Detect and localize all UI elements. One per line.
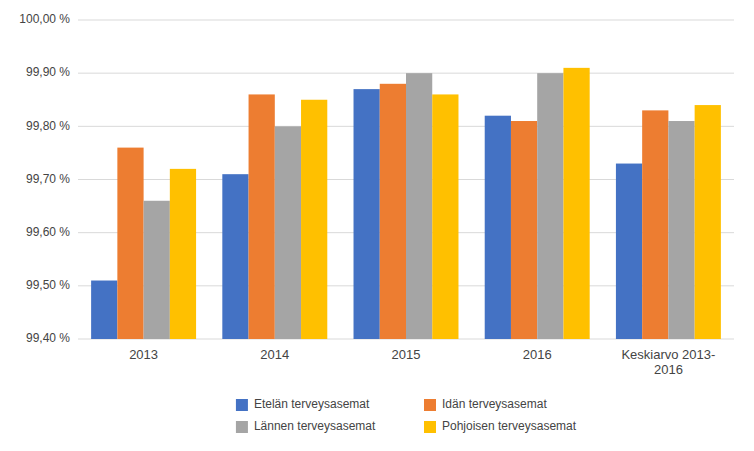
legend-label: Pohjoisen terveysasemat: [442, 419, 577, 433]
x-tick-label-line: 2014: [260, 347, 289, 362]
legend-item: Idän terveysasemat: [424, 397, 547, 411]
bar: [563, 68, 589, 339]
grid: [78, 20, 734, 339]
legend-swatch: [236, 399, 248, 411]
bars: [91, 68, 721, 339]
page: {"chart_data": {"type": "bar", "categori…: [0, 0, 754, 451]
y-tick-label: 99,50 %: [26, 278, 70, 292]
x-tick-label-line: 2016: [654, 362, 683, 377]
x-tick-label-line: 2013: [129, 347, 158, 362]
x-tick-label: 2016: [523, 347, 552, 362]
legend: Etelän terveysasemat Idän terveysasemat Lä…: [236, 397, 577, 433]
y-tick-label: 99,90 %: [26, 65, 70, 79]
bar: [432, 94, 458, 339]
x-tick-label: 2014: [260, 347, 289, 362]
x-tick-label-line: Keskiarvo 2013-: [621, 347, 715, 362]
bar: [668, 121, 694, 339]
bar: [275, 126, 301, 339]
y-ticks: 99,40 % 99,50 % 99,60 % 99,70 % 99,80 % 99,90…: [19, 12, 70, 345]
legend-item: Lännen terveysasemat: [236, 419, 376, 433]
bar: [91, 281, 117, 339]
legend-item: Etelän terveysasemat: [236, 397, 370, 411]
y-tick-label: 100,00 %: [19, 12, 70, 26]
bar: [117, 148, 143, 339]
bar: [642, 110, 668, 339]
grid-line: [78, 20, 734, 21]
y-tick-label: 99,40 %: [26, 331, 70, 345]
y-tick-label: 99,70 %: [26, 172, 70, 186]
bar: [354, 89, 380, 339]
x-tick-label: 2015: [392, 347, 421, 362]
bar: [222, 174, 248, 339]
bar: [616, 164, 642, 339]
bar: [170, 169, 196, 339]
bar: [695, 105, 721, 339]
legend-swatch: [424, 399, 436, 411]
x-tick-label: Keskiarvo 2013-2016: [621, 347, 715, 377]
bar: [301, 100, 327, 339]
series: [144, 73, 695, 339]
legend-swatch: [424, 421, 436, 433]
bar: [485, 116, 511, 339]
bar: [249, 94, 275, 339]
legend-label: Idän terveysasemat: [442, 397, 547, 411]
legend-label: Etelän terveysasemat: [254, 397, 370, 411]
bar: [537, 73, 563, 339]
legend-label: Lännen terveysasemat: [254, 419, 376, 433]
bar: [380, 84, 406, 339]
x-tick-label: 2013: [129, 347, 158, 362]
y-tick-label: 99,80 %: [26, 119, 70, 133]
series: [170, 68, 721, 339]
x-tick-label-line: 2016: [523, 347, 552, 362]
legend-swatch: [236, 421, 248, 433]
y-tick-label: 99,60 %: [26, 225, 70, 239]
bar: [406, 73, 432, 339]
bar: [511, 121, 537, 339]
bar: [144, 201, 170, 339]
x-ticks: 2013201420152016Keskiarvo 2013-2016: [129, 347, 715, 377]
x-tick-label-line: 2015: [392, 347, 421, 362]
legend-item: Pohjoisen terveysasemat: [424, 419, 577, 433]
chart: 99,40 % 99,50 % 99,60 % 99,70 % 99,80 % 99,90…: [0, 0, 754, 451]
